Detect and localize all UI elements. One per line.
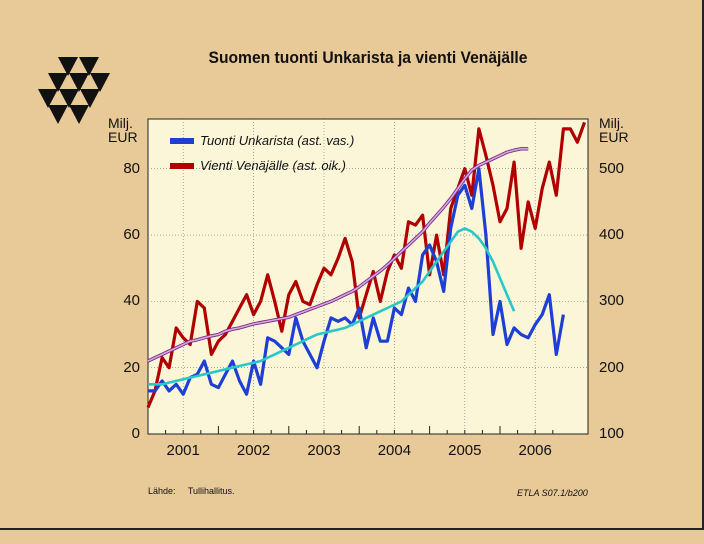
x-tick-label: 2005 [448, 442, 482, 459]
chart-code: ETLA S07.1/b200 [517, 488, 588, 498]
series-line-export [146, 121, 587, 409]
x-tick-label: 2003 [307, 442, 341, 459]
trend-line-import [148, 227, 516, 386]
y-right-tick-label: 500 [599, 159, 625, 177]
y-right-tick-label: 400 [599, 226, 625, 244]
right-axis-unit: Milj. EUR [599, 116, 629, 144]
x-tick-label: 2002 [236, 442, 271, 459]
left-axis-unit-line2: EUR [108, 129, 138, 145]
x-tick-label: 2001 [166, 442, 200, 459]
y-right-tick-label: 300 [599, 292, 625, 310]
trend-line-export [147, 148, 529, 362]
chart-title: Suomen tuonti Unkarista ja vienti Venäjä… [208, 48, 528, 67]
legend-item-import: Tuonti Unkarista (ast. vas.) [200, 133, 355, 148]
left-axis-unit: Milj. EUR [108, 116, 138, 144]
source-note: Lähde: Tullihallitus. [148, 486, 235, 496]
y-left-tick-label: 80 [123, 159, 140, 177]
y-left-tick-label: 40 [123, 292, 140, 310]
series-line-import [148, 167, 565, 396]
legend-item-export: Vienti Venäjälle (ast. oik.) [200, 158, 346, 173]
y-left-tick-label: 60 [123, 226, 140, 244]
y-right-tick-label: 200 [599, 358, 625, 376]
right-axis-unit-line2: EUR [599, 129, 629, 145]
y-left-tick-label: 20 [123, 358, 140, 376]
y-left-tick-label: 0 [131, 425, 140, 442]
x-tick-label: 2006 [518, 442, 552, 459]
legend-swatch-export [170, 163, 194, 169]
right-axis-unit-line1: Milj. [599, 115, 624, 131]
x-tick-label: 2004 [377, 442, 412, 459]
left-axis-unit-line1: Milj. [108, 115, 133, 131]
y-right-tick-label: 100 [599, 425, 625, 442]
legend-swatch-import [170, 138, 194, 144]
source-label: Lähde: [148, 486, 176, 496]
source-value: Tullihallitus. [187, 486, 235, 496]
chart-frame [0, 0, 704, 530]
